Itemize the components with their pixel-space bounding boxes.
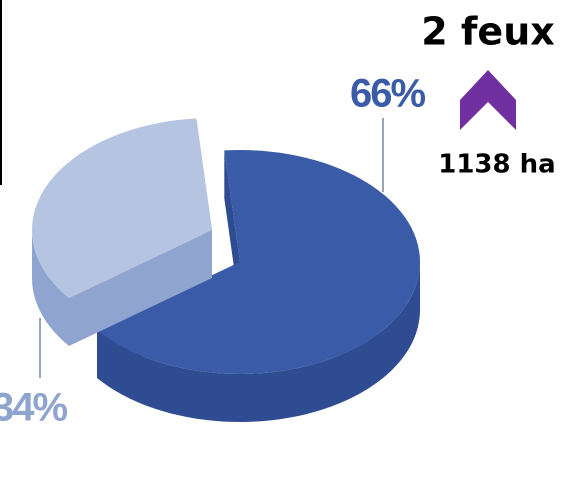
- slice: [97, 150, 420, 374]
- slice-face: [69, 230, 212, 346]
- annotation-area: 1138 ha: [438, 150, 555, 180]
- annotation-title: 2 feux: [421, 10, 555, 54]
- value-label: 34%: [0, 386, 67, 430]
- up-arrow: [460, 70, 516, 130]
- slice: [32, 118, 212, 299]
- pie: [32, 118, 420, 422]
- slice-wall: [32, 230, 69, 346]
- slice-wall: [97, 262, 420, 422]
- value-label: 66%: [350, 72, 425, 116]
